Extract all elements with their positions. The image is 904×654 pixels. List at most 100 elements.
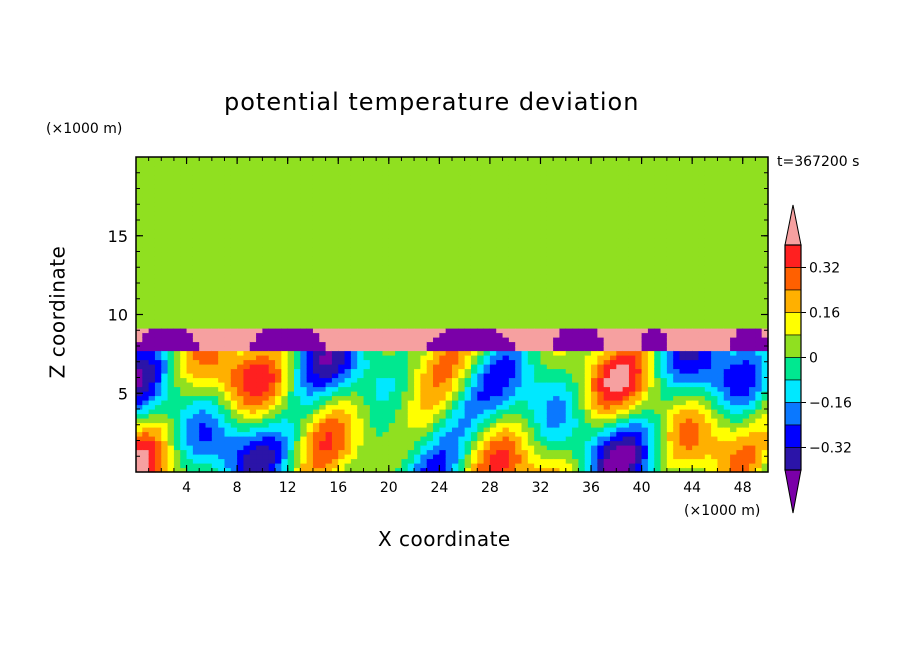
contour-cell <box>477 292 485 298</box>
contour-cell <box>401 283 409 289</box>
contour-cell <box>142 157 150 163</box>
contour-cell <box>186 292 194 298</box>
contour-cell <box>578 346 586 352</box>
contour-cell <box>508 413 516 419</box>
contour-cell <box>376 224 384 230</box>
contour-cell <box>224 166 232 172</box>
contour-cell <box>376 242 384 248</box>
contour-cell <box>154 305 162 311</box>
contour-cell <box>369 292 377 298</box>
contour-cell <box>256 427 263 433</box>
contour-cell <box>294 332 301 338</box>
contour-cell <box>331 287 339 293</box>
contour-cell <box>192 310 200 316</box>
contour-cell <box>426 386 434 392</box>
contour-cell <box>470 233 478 239</box>
contour-cell <box>281 157 289 163</box>
contour-cell <box>559 184 567 190</box>
contour-cell <box>173 242 181 248</box>
contour-cell <box>350 373 358 379</box>
contour-cell <box>136 166 143 172</box>
contour-cell <box>148 283 156 289</box>
contour-cell <box>230 242 238 248</box>
contour-cell <box>508 296 516 302</box>
contour-cell <box>363 170 371 176</box>
contour-cell <box>249 445 257 451</box>
contour-cell <box>237 301 245 307</box>
contour-cell <box>584 449 592 455</box>
contour-cell <box>477 274 485 280</box>
contour-cell <box>161 202 169 208</box>
contour-cell <box>578 463 586 469</box>
contour-cell <box>527 467 535 473</box>
contour-cell <box>534 440 542 446</box>
contour-cell <box>192 395 200 401</box>
contour-cell <box>161 206 169 212</box>
contour-cell <box>281 395 289 401</box>
contour-cell <box>546 319 554 325</box>
contour-cell <box>426 427 434 433</box>
contour-cell <box>180 418 188 424</box>
contour-cell <box>369 422 377 428</box>
contour-cell <box>521 170 529 176</box>
contour-cell <box>256 161 263 167</box>
contour-cell <box>521 400 529 406</box>
contour-cell <box>357 440 365 446</box>
contour-cell <box>477 161 485 167</box>
contour-cell <box>243 287 251 293</box>
contour-cell <box>262 427 270 433</box>
contour-cell <box>211 287 219 293</box>
contour-cell <box>464 211 472 217</box>
contour-cell <box>376 206 384 212</box>
contour-cell <box>369 395 377 401</box>
contour-cell <box>199 242 207 248</box>
contour-cell <box>376 283 384 289</box>
contour-cell <box>414 166 421 172</box>
contour-cell <box>376 305 384 311</box>
contour-cell <box>312 179 320 185</box>
contour-cell <box>262 409 270 415</box>
contour-cell <box>382 233 390 239</box>
contour-cell <box>224 431 232 437</box>
contour-cell <box>414 427 421 433</box>
contour-cell <box>464 323 472 329</box>
contour-cell <box>281 161 289 167</box>
contour-cell <box>161 463 169 469</box>
contour-cell <box>553 256 561 262</box>
contour-cell <box>142 323 150 329</box>
contour-cell <box>515 422 523 428</box>
contour-cell <box>388 377 396 383</box>
contour-cell <box>382 458 390 464</box>
contour-cell <box>350 197 358 203</box>
contour-cell <box>508 350 516 356</box>
contour-cell <box>237 319 245 325</box>
contour-cell <box>338 211 346 217</box>
contour-cell <box>344 350 352 356</box>
contour-cell <box>445 197 453 203</box>
contour-cell <box>142 296 150 302</box>
contour-cell <box>534 458 542 464</box>
contour-cell <box>281 431 289 437</box>
contour-cell <box>173 220 181 226</box>
contour-cell <box>553 229 561 235</box>
contour-cell <box>338 301 346 307</box>
contour-cell <box>350 427 358 433</box>
contour-cell <box>376 278 384 284</box>
contour-cell <box>388 413 396 419</box>
contour-cell <box>483 449 491 455</box>
contour-cell <box>211 373 219 379</box>
contour-cell <box>243 458 251 464</box>
contour-cell <box>382 449 390 455</box>
contour-cell <box>401 319 409 325</box>
contour-cell <box>426 422 434 428</box>
contour-cell <box>452 296 459 302</box>
contour-cell <box>281 328 289 334</box>
contour-cell <box>489 467 497 473</box>
contour-cell <box>376 292 384 298</box>
contour-cell <box>578 341 586 347</box>
contour-cell <box>344 251 352 257</box>
contour-cell <box>502 197 510 203</box>
contour-cell <box>281 238 289 244</box>
contour-cell <box>338 265 346 271</box>
contour-cell <box>527 310 535 316</box>
